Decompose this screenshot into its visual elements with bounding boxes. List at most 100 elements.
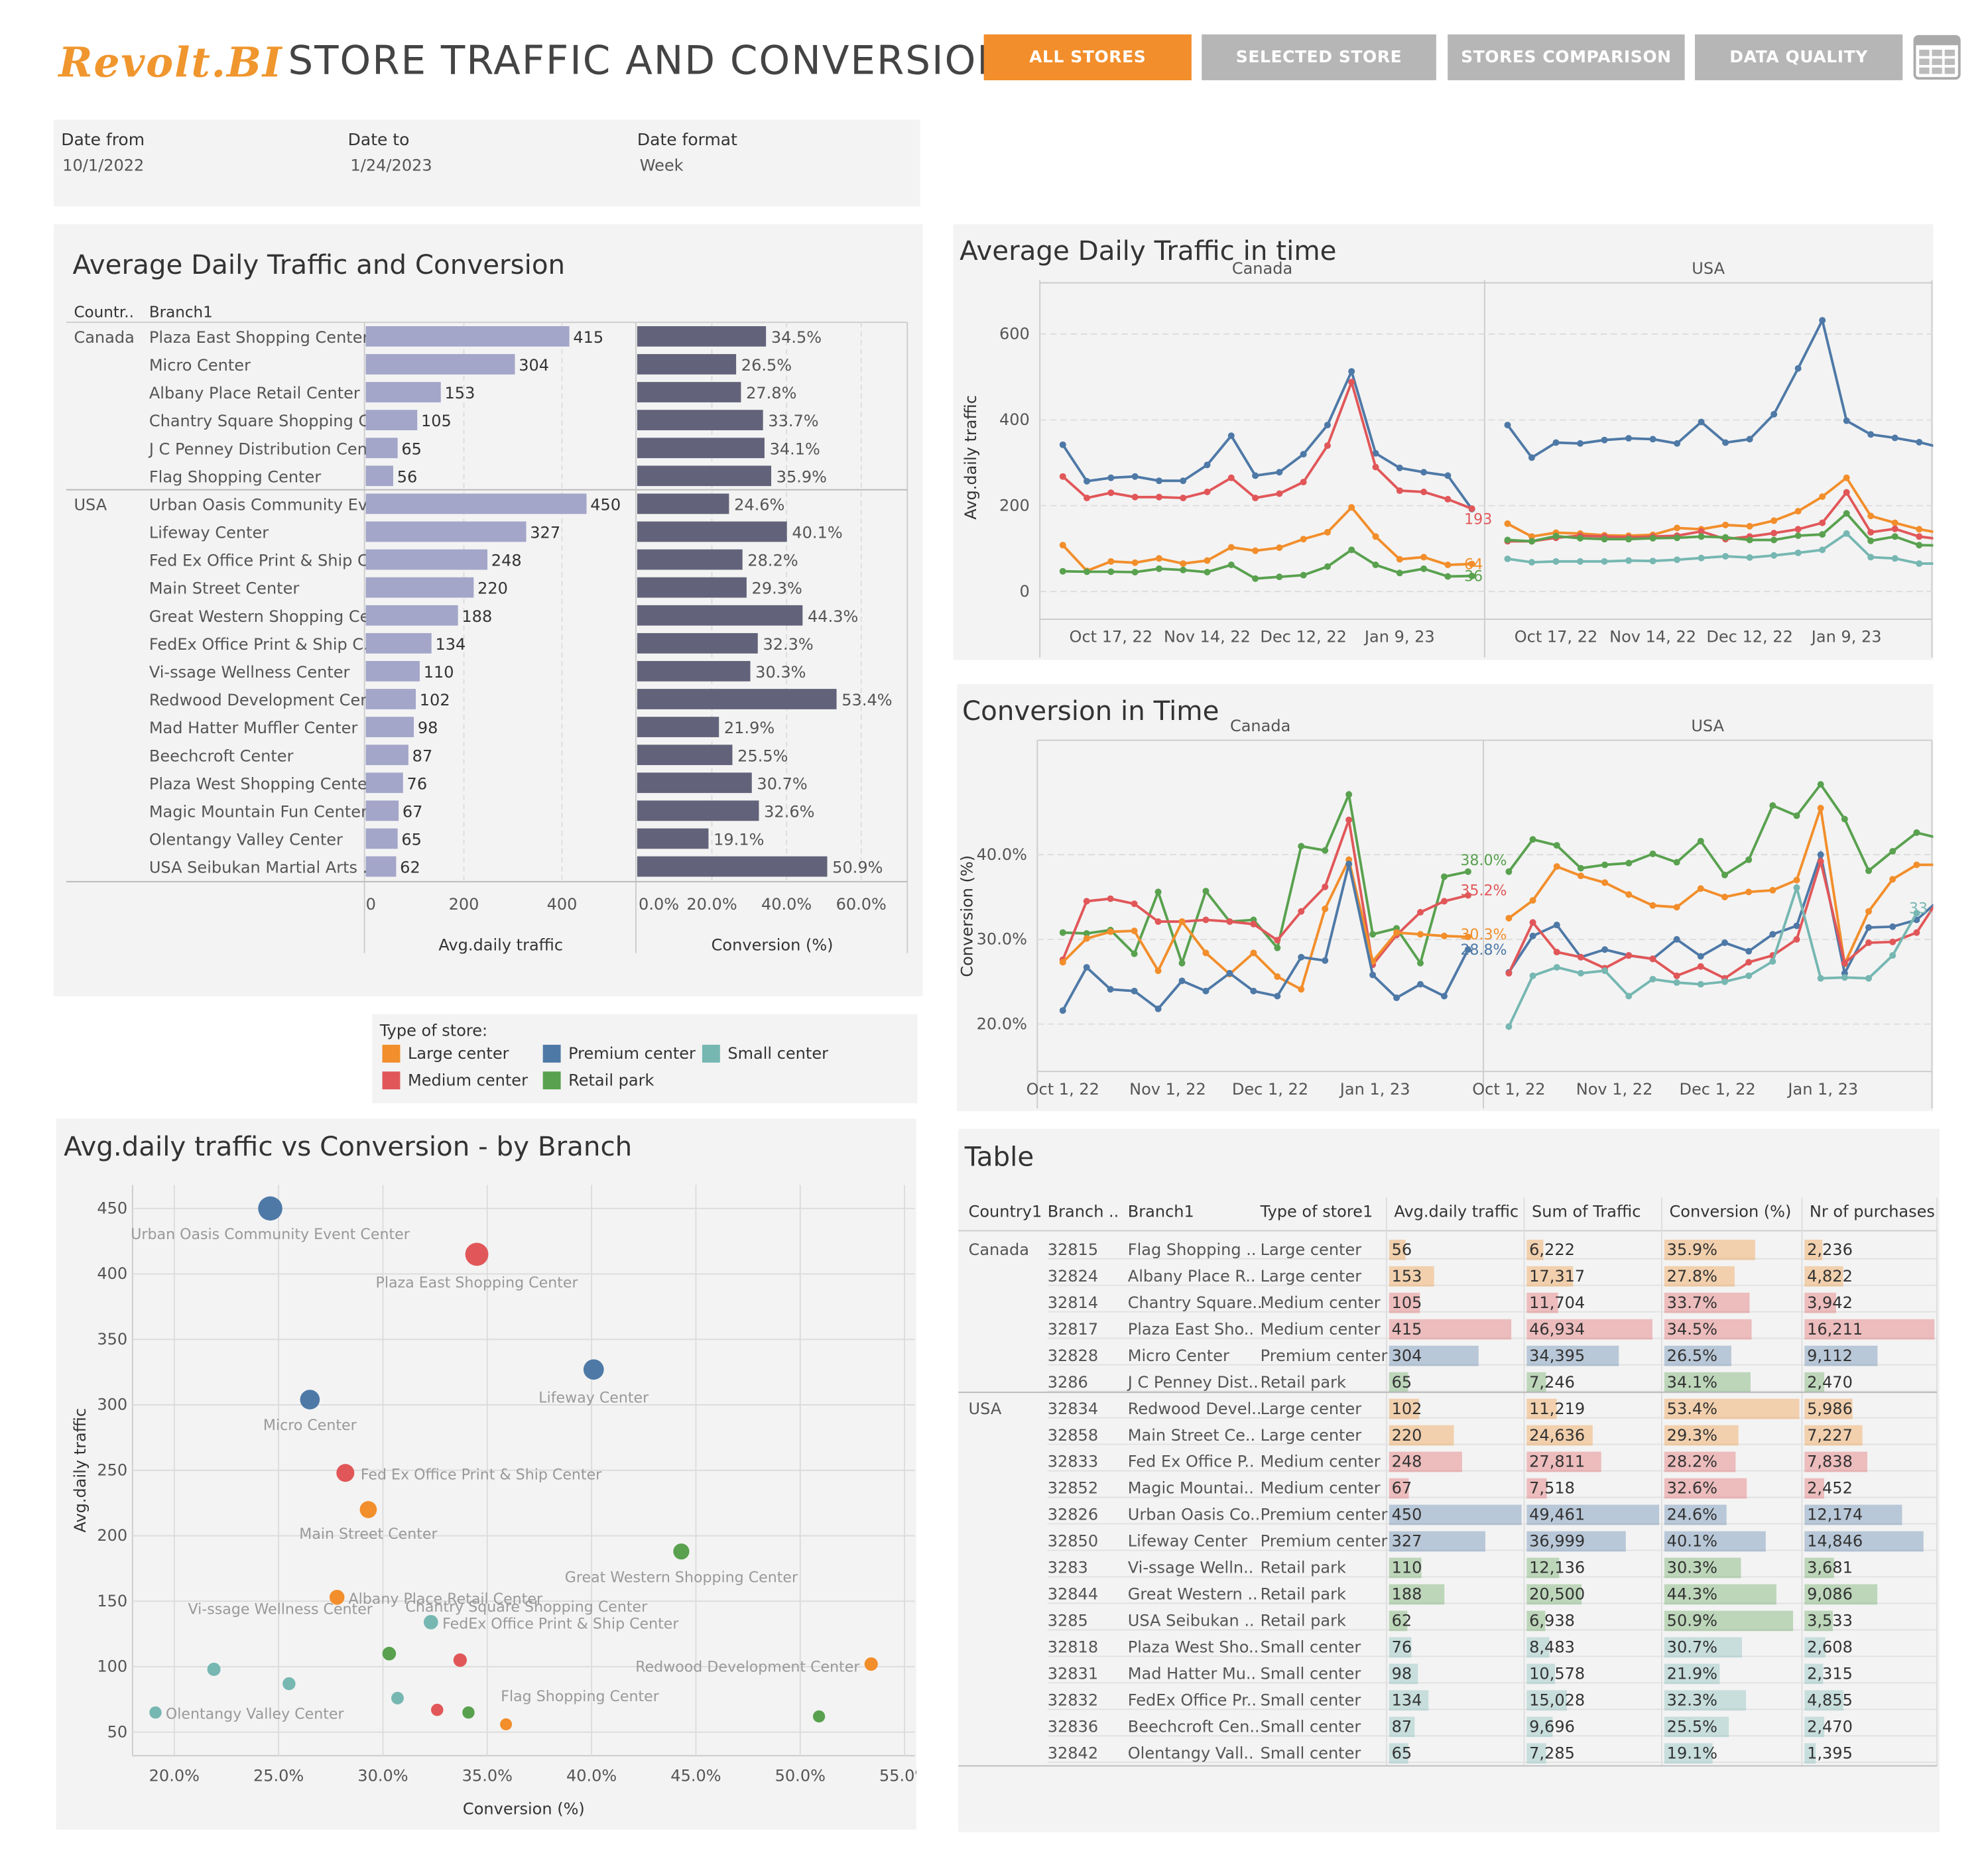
table-branch-cell: Fed Ex Office P.. — [1128, 1453, 1255, 1471]
table-type-cell: Large center — [1261, 1426, 1362, 1445]
table-value-cell: 5,986 — [1807, 1400, 1853, 1418]
series-point — [1107, 986, 1114, 993]
series-point — [1298, 843, 1305, 850]
series-point — [1577, 865, 1584, 872]
facet-header-label: USA — [1692, 259, 1725, 278]
series-point — [1552, 439, 1560, 446]
series-end-label: 30.3% — [1460, 926, 1507, 943]
nav-stores-comparison-button[interactable]: STORES COMPARISON — [1448, 34, 1685, 81]
table-type-cell: Medium center — [1261, 1293, 1381, 1312]
table-value-cell: 34,395 — [1529, 1346, 1585, 1365]
facet-header-label: Canada — [1232, 259, 1292, 278]
traffic-bar-label: 87 — [412, 747, 433, 765]
legend-item-premium-center[interactable]: Premium center — [542, 1044, 696, 1063]
series-point — [1746, 436, 1753, 443]
scatter-panel: Avg.daily traffic vs Conversion - by Bra… — [56, 1118, 916, 1830]
conversion-bar-label: 24.6% — [734, 495, 784, 514]
series-point — [1417, 959, 1424, 967]
series-point — [1324, 563, 1331, 570]
traffic-bar-label: 327 — [530, 524, 560, 542]
table-value-cell: 49,461 — [1529, 1506, 1585, 1524]
series-point — [1345, 791, 1353, 798]
legend-item-retail-park[interactable]: Retail park — [542, 1070, 654, 1089]
conversion-bar-label: 35.9% — [777, 467, 827, 486]
conversion-bar-label: 44.3% — [808, 607, 858, 626]
legend-item-large-center[interactable]: Large center — [382, 1044, 509, 1063]
series-point — [1552, 532, 1560, 540]
nav-selected-store-button[interactable]: SELECTED STORE — [1202, 34, 1436, 81]
table-bar-cell — [1526, 1451, 1601, 1472]
series-point — [1202, 949, 1210, 957]
table-bar-cell — [1389, 1743, 1408, 1764]
grid-icon[interactable] — [1913, 34, 1961, 80]
table-bar-cell — [1526, 1663, 1556, 1685]
series-point — [1891, 519, 1898, 526]
series-point — [1227, 474, 1235, 481]
series-line — [1062, 548, 1472, 580]
table-branch-cell: Great Western .. — [1128, 1585, 1258, 1604]
legend-swatch — [382, 1044, 401, 1062]
table-panel: Table Country1 Branch .. Branch1 Type of st… — [958, 1128, 1940, 1832]
table-value-cell: 27,811 — [1529, 1453, 1585, 1471]
traffic-tick-label: 0 — [366, 895, 376, 914]
nav-data-quality-button[interactable]: DATA QUALITY — [1694, 34, 1903, 81]
date-to-label: Date to — [347, 131, 410, 150]
traffic-bar-label: 188 — [462, 607, 492, 626]
series-point — [1059, 959, 1066, 966]
date-format-value[interactable]: Week — [639, 155, 684, 175]
scatter-point-label: Fed Ex Office Print & Ship Center — [361, 1466, 602, 1483]
series-point — [1059, 473, 1066, 480]
table-header-cell: Avg.daily traffic — [1394, 1202, 1519, 1221]
conversion-time-line-chart: 20.0% 30.0% 40.0%Conversion (%) Canada Oct 1… — [958, 717, 1934, 1108]
legend-item-medium-center[interactable]: Medium center — [382, 1070, 528, 1089]
series-point — [1722, 553, 1729, 560]
table-value-cell: 17,317 — [1529, 1267, 1585, 1286]
scatter-point — [359, 1501, 377, 1518]
conversion-bar-label: 30.7% — [757, 774, 807, 793]
series-point — [1889, 952, 1896, 959]
scatter-point — [431, 1703, 444, 1716]
series-point — [1867, 554, 1875, 561]
series-point — [1324, 528, 1331, 536]
series-point — [1698, 533, 1705, 540]
series-point — [1625, 952, 1633, 959]
scatter-point — [336, 1464, 355, 1482]
y-axis-title: Avg.daily traffic — [71, 1408, 90, 1533]
table-bar-cell — [1664, 1266, 1735, 1287]
table-type-cell: Large center — [1261, 1267, 1362, 1286]
table-bar-cell — [1389, 1584, 1445, 1605]
series-point — [1891, 434, 1898, 442]
table-country-cell: USA — [969, 1400, 1002, 1418]
legend-item-small-center[interactable]: Small center — [702, 1044, 828, 1063]
date-from-value[interactable]: 10/1/2022 — [62, 155, 145, 175]
series-point — [1697, 885, 1704, 892]
y-tick-label: 400 — [97, 1264, 127, 1283]
scatter-point — [465, 1242, 489, 1266]
table-bar-cell — [1526, 1372, 1546, 1393]
series-point — [1204, 569, 1211, 576]
table-header-cell: Country1 — [969, 1202, 1042, 1221]
branch-label: Urban Oasis Community Ev.. — [149, 495, 377, 514]
table-bar-cell — [1664, 1690, 1747, 1711]
table-value-cell: 2,608 — [1807, 1638, 1853, 1657]
series-point — [1298, 908, 1305, 915]
store-data-table: Country1 Branch .. Branch1 Type of store1 Av… — [958, 1197, 1938, 1767]
page-title: STORE TRAFFIC AND CONVERSION — [288, 38, 1008, 84]
traffic-bar — [365, 689, 416, 709]
traffic-conversion-bar-panel: Average Daily Traffic and Conversion Cou… — [53, 224, 923, 996]
traffic-bar — [365, 521, 527, 542]
scatter-point — [382, 1646, 397, 1661]
series-point — [1697, 963, 1704, 970]
scatter-point — [329, 1590, 345, 1605]
table-type-cell: Retail park — [1261, 1559, 1346, 1577]
table-type-cell: Small center — [1261, 1638, 1361, 1657]
x-tick-label: Jan 1, 23 — [1339, 1080, 1410, 1099]
table-title: Table — [964, 1141, 1034, 1173]
traffic-bar — [365, 745, 408, 766]
table-bar-cell — [1526, 1637, 1550, 1658]
series-point — [1528, 559, 1535, 566]
nav-all-stores-button[interactable]: ALL STORES — [983, 34, 1192, 81]
series-point — [1464, 933, 1471, 941]
date-to-value[interactable]: 1/24/2023 — [350, 155, 432, 175]
series-point — [1698, 554, 1705, 562]
